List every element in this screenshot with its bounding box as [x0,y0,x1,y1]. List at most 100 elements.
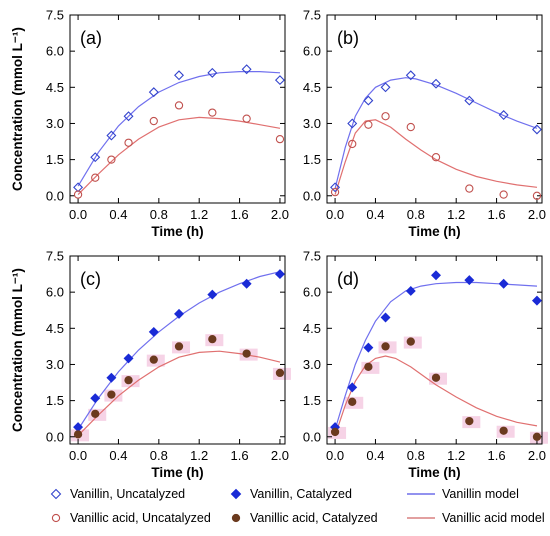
vanillic-acid-point [73,190,83,199]
vanillin-point [498,110,509,121]
vanillic-acid-point [348,397,357,406]
vanillic-acid-point [381,342,390,351]
y-tick-label: 7.5 [46,249,64,264]
vanillic-acid-point [532,191,542,200]
vanillin-point [90,393,101,404]
vanillin-point [207,67,218,78]
panel-4: 0.0 1.5 3.0 4.5 6.0 7.5 0.0 0.4 0.8 1.2 1.6 2.0 Time… [303,249,548,480]
y-tick-label: 0.0 [303,429,321,444]
plot-frame [69,14,286,204]
x-tick-label: 0.0 [326,207,344,222]
x-tick-label: 1.2 [447,448,465,463]
x-tick-label: 0.4 [366,448,384,463]
vanillin-point [241,278,252,289]
x-tick-label: 0.8 [407,207,425,222]
vanillic-acid-point [364,120,373,129]
legend-item-vac-cat: Vanillic acid, Catalyzed [228,511,378,525]
vanillic-acid-point [348,139,357,149]
y-tick-label: 1.5 [303,393,321,408]
x-axis-label: Time (h) [408,465,460,480]
y-tick-label: 3.0 [303,116,321,131]
vanillin-point [174,308,184,319]
x-tick-label: 1.2 [447,207,465,222]
panel-label: (a) [80,28,102,48]
y-tick-label: 4.5 [46,80,64,95]
y-axis-label: Concentration (mmol L⁻¹) [10,27,25,191]
vanillic-acid-point [499,426,508,435]
vanillic-acid-point [91,173,100,182]
plot-frame [69,255,286,445]
legend-marker [50,488,62,500]
legend-label: Vanillin, Catalyzed [250,487,352,501]
vanillin-point [405,285,416,296]
vanillic-acid-point [91,409,100,419]
x-tick-label: 0.4 [109,448,127,463]
x-tick-label: 2.0 [528,448,546,463]
y-tick-label: 4.5 [303,80,321,95]
vanillic-acid-point [465,416,474,426]
vanillic-acid-point [532,432,542,441]
y-tick-label: 7.5 [303,249,321,264]
vanillic-acid-point [208,108,217,117]
vanillic-acid-point [242,349,251,358]
x-tick-label: 0.8 [150,448,168,463]
vanillin-model-line [77,70,281,187]
vanillic-acid-point [330,427,340,437]
x-tick-label: 0.8 [150,207,168,222]
legend-marker [51,513,61,523]
y-axis-label: Concentration (mmol L⁻¹) [10,268,25,432]
panel-2: 0.0 1.5 3.0 4.5 6.0 7.5 0.0 0.4 0.8 1.2 1.6 2.0 Time… [303,8,546,240]
vanillin-point [207,289,218,300]
vanillin-point [90,152,101,163]
legend: Vanillin, Uncatalyzed Vanillin, Catalyzed… [0,484,550,536]
vanillic-acid-point [149,355,158,364]
vanillic-acid-point [406,122,415,132]
vanillin-point [148,326,159,337]
vanillic-acid-point [242,114,251,123]
vanillin-point [241,64,252,75]
x-tick-label: 1.6 [231,448,249,463]
y-tick-label: 7.5 [46,8,64,23]
x-tick-label: 2.0 [271,448,289,463]
y-tick-label: 4.5 [46,321,64,336]
vanillic-acid-point [174,101,184,110]
legend-label: Vanillic acid, Uncatalyzed [70,511,211,525]
x-tick-label: 1.2 [190,207,208,222]
vanillin-point [531,295,542,306]
y-tick-label: 0.0 [46,188,64,203]
y-tick-label: 7.5 [303,8,321,23]
vanillic-acid-point [330,188,340,197]
legend-marker [407,517,435,519]
vanillic-acid-point [208,335,217,344]
x-tick-label: 0.8 [407,448,425,463]
vanillic-acid-point [73,430,83,439]
vanillin-point [347,382,358,393]
vanillin-point [274,75,285,86]
legend-marker [230,488,242,500]
vanillic-acid-point [275,134,285,144]
x-tick-label: 1.2 [190,448,208,463]
vanillin-point [380,312,391,323]
y-tick-label: 0.0 [46,429,64,444]
vanillin-point [274,269,285,280]
vanillic-acid-point [381,112,390,121]
vanillin-point [531,124,542,135]
vanillic-acid-point [406,337,415,346]
vanillic-acid-point [364,362,373,372]
vanillin-point [498,278,509,289]
plot-frame [326,14,543,204]
vanillin-point [380,82,391,93]
vanillic-acid-model-line [77,116,281,196]
vanillin-point [363,342,374,353]
vanillin-point [464,95,475,106]
vanillin-point [106,372,117,383]
vanillic-acid-point [124,138,133,147]
y-tick-label: 0.0 [303,188,321,203]
x-tick-label: 0.4 [109,207,127,222]
vanillic-acid-point [124,375,133,385]
y-tick-label: 4.5 [303,321,321,336]
x-tick-label: 2.0 [271,207,289,222]
y-tick-label: 1.5 [46,393,64,408]
x-tick-label: 1.6 [488,448,506,463]
x-axis-label: Time (h) [151,465,203,480]
